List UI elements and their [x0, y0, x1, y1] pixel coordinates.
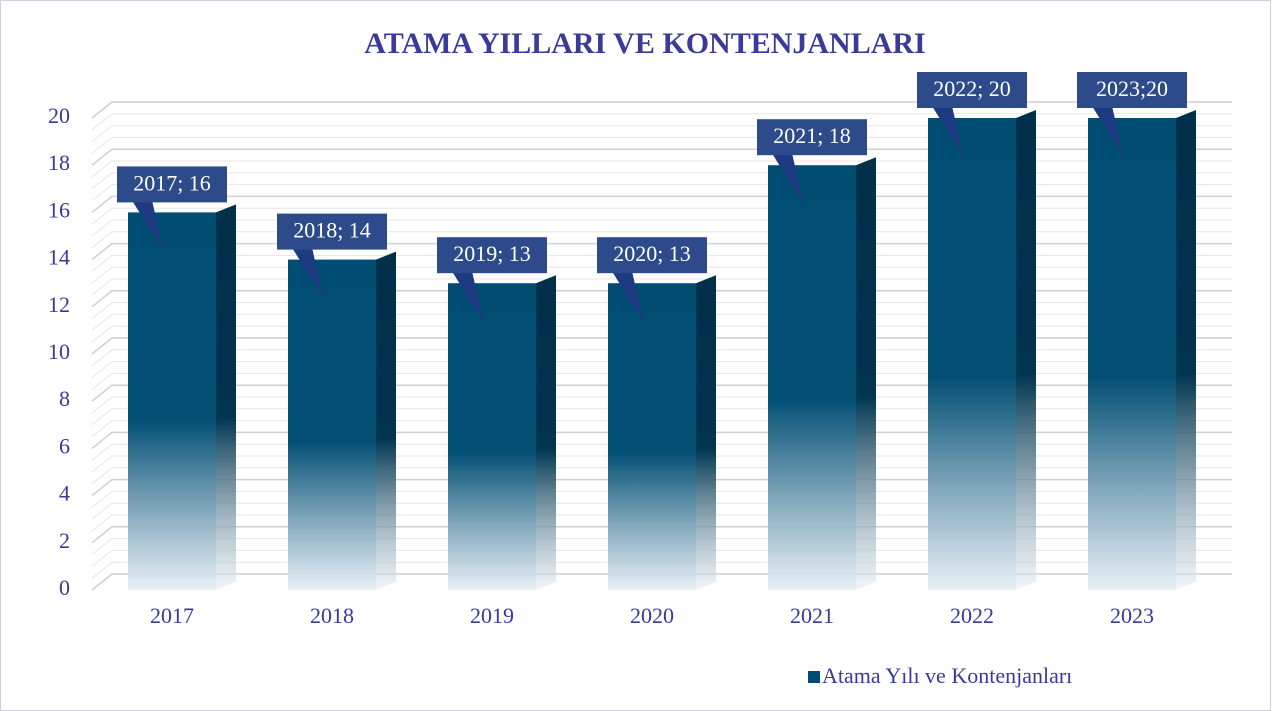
x-tick-label: 2019 — [470, 603, 514, 628]
label-pointer — [1092, 106, 1124, 158]
bar — [128, 212, 216, 590]
data-label: 2021; 18 — [773, 123, 851, 148]
bar-side — [376, 251, 396, 590]
data-label: 2017; 16 — [133, 170, 211, 195]
grid-line — [91, 101, 1232, 119]
bar-side — [536, 275, 556, 590]
data-label: 2023;20 — [1096, 76, 1168, 101]
label-box — [917, 72, 1027, 108]
label-box — [277, 213, 387, 250]
y-tick-label: 10 — [48, 339, 70, 364]
x-tick-label: 2020 — [630, 603, 674, 628]
label-pointer — [132, 200, 164, 253]
grid-minor — [91, 113, 1232, 131]
grid-minor — [91, 125, 1232, 142]
grid-line — [91, 195, 1232, 213]
y-tick-label: 14 — [48, 245, 70, 270]
grid-minor — [91, 219, 1232, 237]
label-box — [597, 237, 707, 274]
grid-minor — [91, 172, 1232, 190]
bar — [928, 118, 1016, 590]
bar-side — [1176, 110, 1196, 590]
data-label: 2018; 14 — [293, 218, 371, 243]
grid-line — [91, 148, 1232, 166]
y-tick-label: 0 — [59, 575, 70, 600]
label-pointer — [612, 271, 644, 324]
x-tick-label: 2023 — [1110, 603, 1154, 628]
bar-side — [696, 275, 716, 590]
grid-minor — [91, 136, 1232, 154]
label-pointer — [452, 271, 484, 324]
label-pointer — [292, 247, 324, 300]
bar — [768, 165, 856, 590]
y-tick-label: 4 — [59, 481, 70, 506]
y-tick-label: 2 — [59, 528, 70, 553]
label-box — [1077, 72, 1187, 108]
label-pointer — [932, 106, 964, 158]
label-pointer — [772, 153, 804, 206]
data-label: 2022; 20 — [933, 76, 1011, 101]
label-box — [437, 237, 547, 274]
bar — [608, 283, 696, 590]
bar — [448, 283, 536, 590]
y-tick-label: 8 — [59, 386, 70, 411]
grid-minor — [91, 160, 1232, 178]
x-tick-label: 2018 — [310, 603, 354, 628]
label-box — [117, 166, 227, 203]
label-box — [757, 119, 867, 156]
data-label: 2019; 13 — [453, 241, 531, 266]
bar-side — [856, 157, 876, 590]
y-tick-label: 16 — [48, 197, 70, 222]
bar-side — [1016, 110, 1036, 590]
legend-swatch — [808, 671, 820, 683]
y-tick-label: 12 — [48, 292, 70, 317]
bar — [288, 259, 376, 590]
bar-side — [216, 204, 236, 590]
data-label: 2020; 13 — [613, 241, 691, 266]
y-tick-label: 18 — [48, 150, 70, 175]
x-tick-label: 2017 — [150, 603, 194, 628]
y-tick-label: 6 — [59, 433, 70, 458]
legend-label: Atama Yılı ve Kontenjanları — [822, 663, 1072, 688]
x-tick-label: 2022 — [950, 603, 994, 628]
grid-minor — [91, 184, 1232, 201]
x-tick-label: 2021 — [790, 603, 834, 628]
chart-title: ATAMA YILLARI VE KONTENJANLARI — [364, 27, 925, 60]
grid-minor — [91, 207, 1232, 225]
bar — [1088, 118, 1176, 590]
y-tick-label: 20 — [48, 103, 70, 128]
